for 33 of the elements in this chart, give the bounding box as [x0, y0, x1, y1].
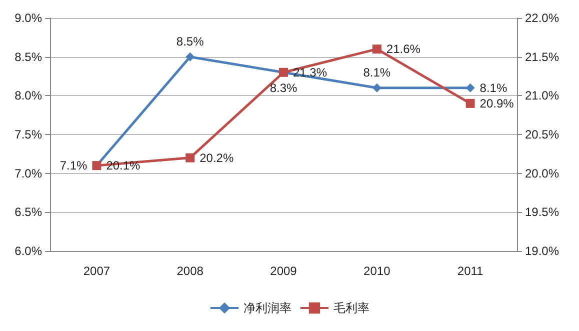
x-tick-label: 2011 — [457, 264, 484, 278]
point — [186, 153, 195, 162]
point — [372, 44, 382, 54]
data-label: 8.1% — [480, 80, 508, 95]
x-tick-label: 2009 — [270, 264, 298, 278]
x-tick-label: 2010 — [364, 264, 391, 278]
data-label: 21.3% — [293, 65, 328, 80]
y-tick-label: 6.5% — [14, 205, 42, 220]
x-tick-label: 2008 — [176, 264, 204, 278]
y-tick-label: 8.0% — [14, 88, 42, 103]
data-label: 7.1% — [60, 158, 88, 173]
data-label: 21.6% — [386, 42, 421, 56]
y2-tick-label: 21.5% — [525, 50, 560, 64]
data-label: 8.1% — [363, 65, 391, 80]
y-tick-label: 6.0% — [14, 244, 42, 258]
y2-tick-label: 21.0% — [525, 88, 560, 103]
y-tick-label: 7.0% — [14, 166, 42, 180]
data-label: 20.9% — [480, 96, 514, 110]
legend-label: 毛利率 — [334, 301, 370, 315]
x-tick-label: 2007 — [83, 264, 110, 278]
y2-tick-label: 22.0% — [525, 11, 560, 25]
data-label: 8.3% — [270, 80, 298, 95]
y-tick-label: 9.0% — [14, 11, 42, 25]
y2-tick-label: 19.0% — [525, 244, 560, 258]
data-label: 20.2% — [200, 150, 234, 165]
point — [466, 98, 475, 108]
data-label: 8.5% — [176, 34, 204, 48]
y-tick-label: 7.5% — [14, 128, 42, 142]
y2-tick-label: 20.5% — [525, 128, 560, 142]
y2-tick-label: 20.0% — [525, 166, 560, 180]
y-tick-label: 8.5% — [14, 50, 42, 64]
y2-tick-label: 19.5% — [525, 205, 560, 220]
legend-label: 净利润率 — [244, 301, 292, 315]
